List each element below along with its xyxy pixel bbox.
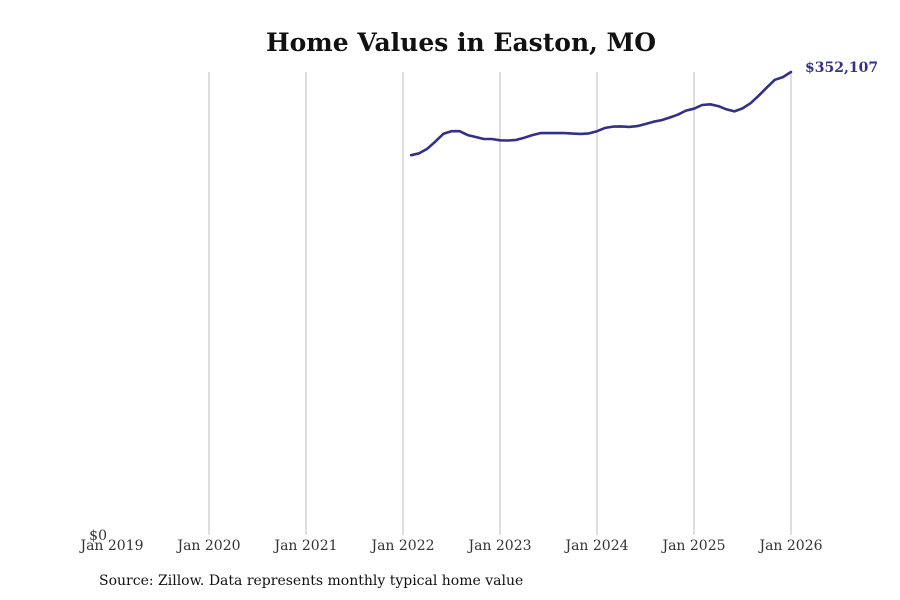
- series-lines: [409, 70, 793, 157]
- x-tick-label: Jan 2024: [563, 538, 628, 554]
- source-note: Source: Zillow. Data represents monthly …: [99, 573, 524, 589]
- x-tick-label: Jan 2023: [466, 538, 531, 554]
- x-tick-label: Jan 2021: [272, 538, 337, 554]
- gridlines: [208, 72, 792, 535]
- x-tick-label: Jan 2026: [757, 538, 822, 554]
- x-tick-label: Jan 2019: [78, 538, 143, 554]
- y-tick-label: $0: [89, 528, 107, 544]
- x-tick-label: Jan 2022: [369, 538, 434, 554]
- end-value-label: $352,107: [805, 60, 878, 76]
- x-tick-label: Jan 2020: [175, 538, 240, 554]
- y-axis-tick-labels: $0: [89, 528, 107, 544]
- x-axis-tick-labels: Jan 2019 Jan 2020 Jan 2021 Jan 2022 Jan 2023…: [78, 538, 822, 554]
- data-labels: $352,107: [805, 60, 878, 76]
- x-tick-label: Jan 2025: [660, 538, 725, 554]
- chart-title: Home Values in Easton, MO: [266, 28, 656, 57]
- series-line: [409, 70, 793, 157]
